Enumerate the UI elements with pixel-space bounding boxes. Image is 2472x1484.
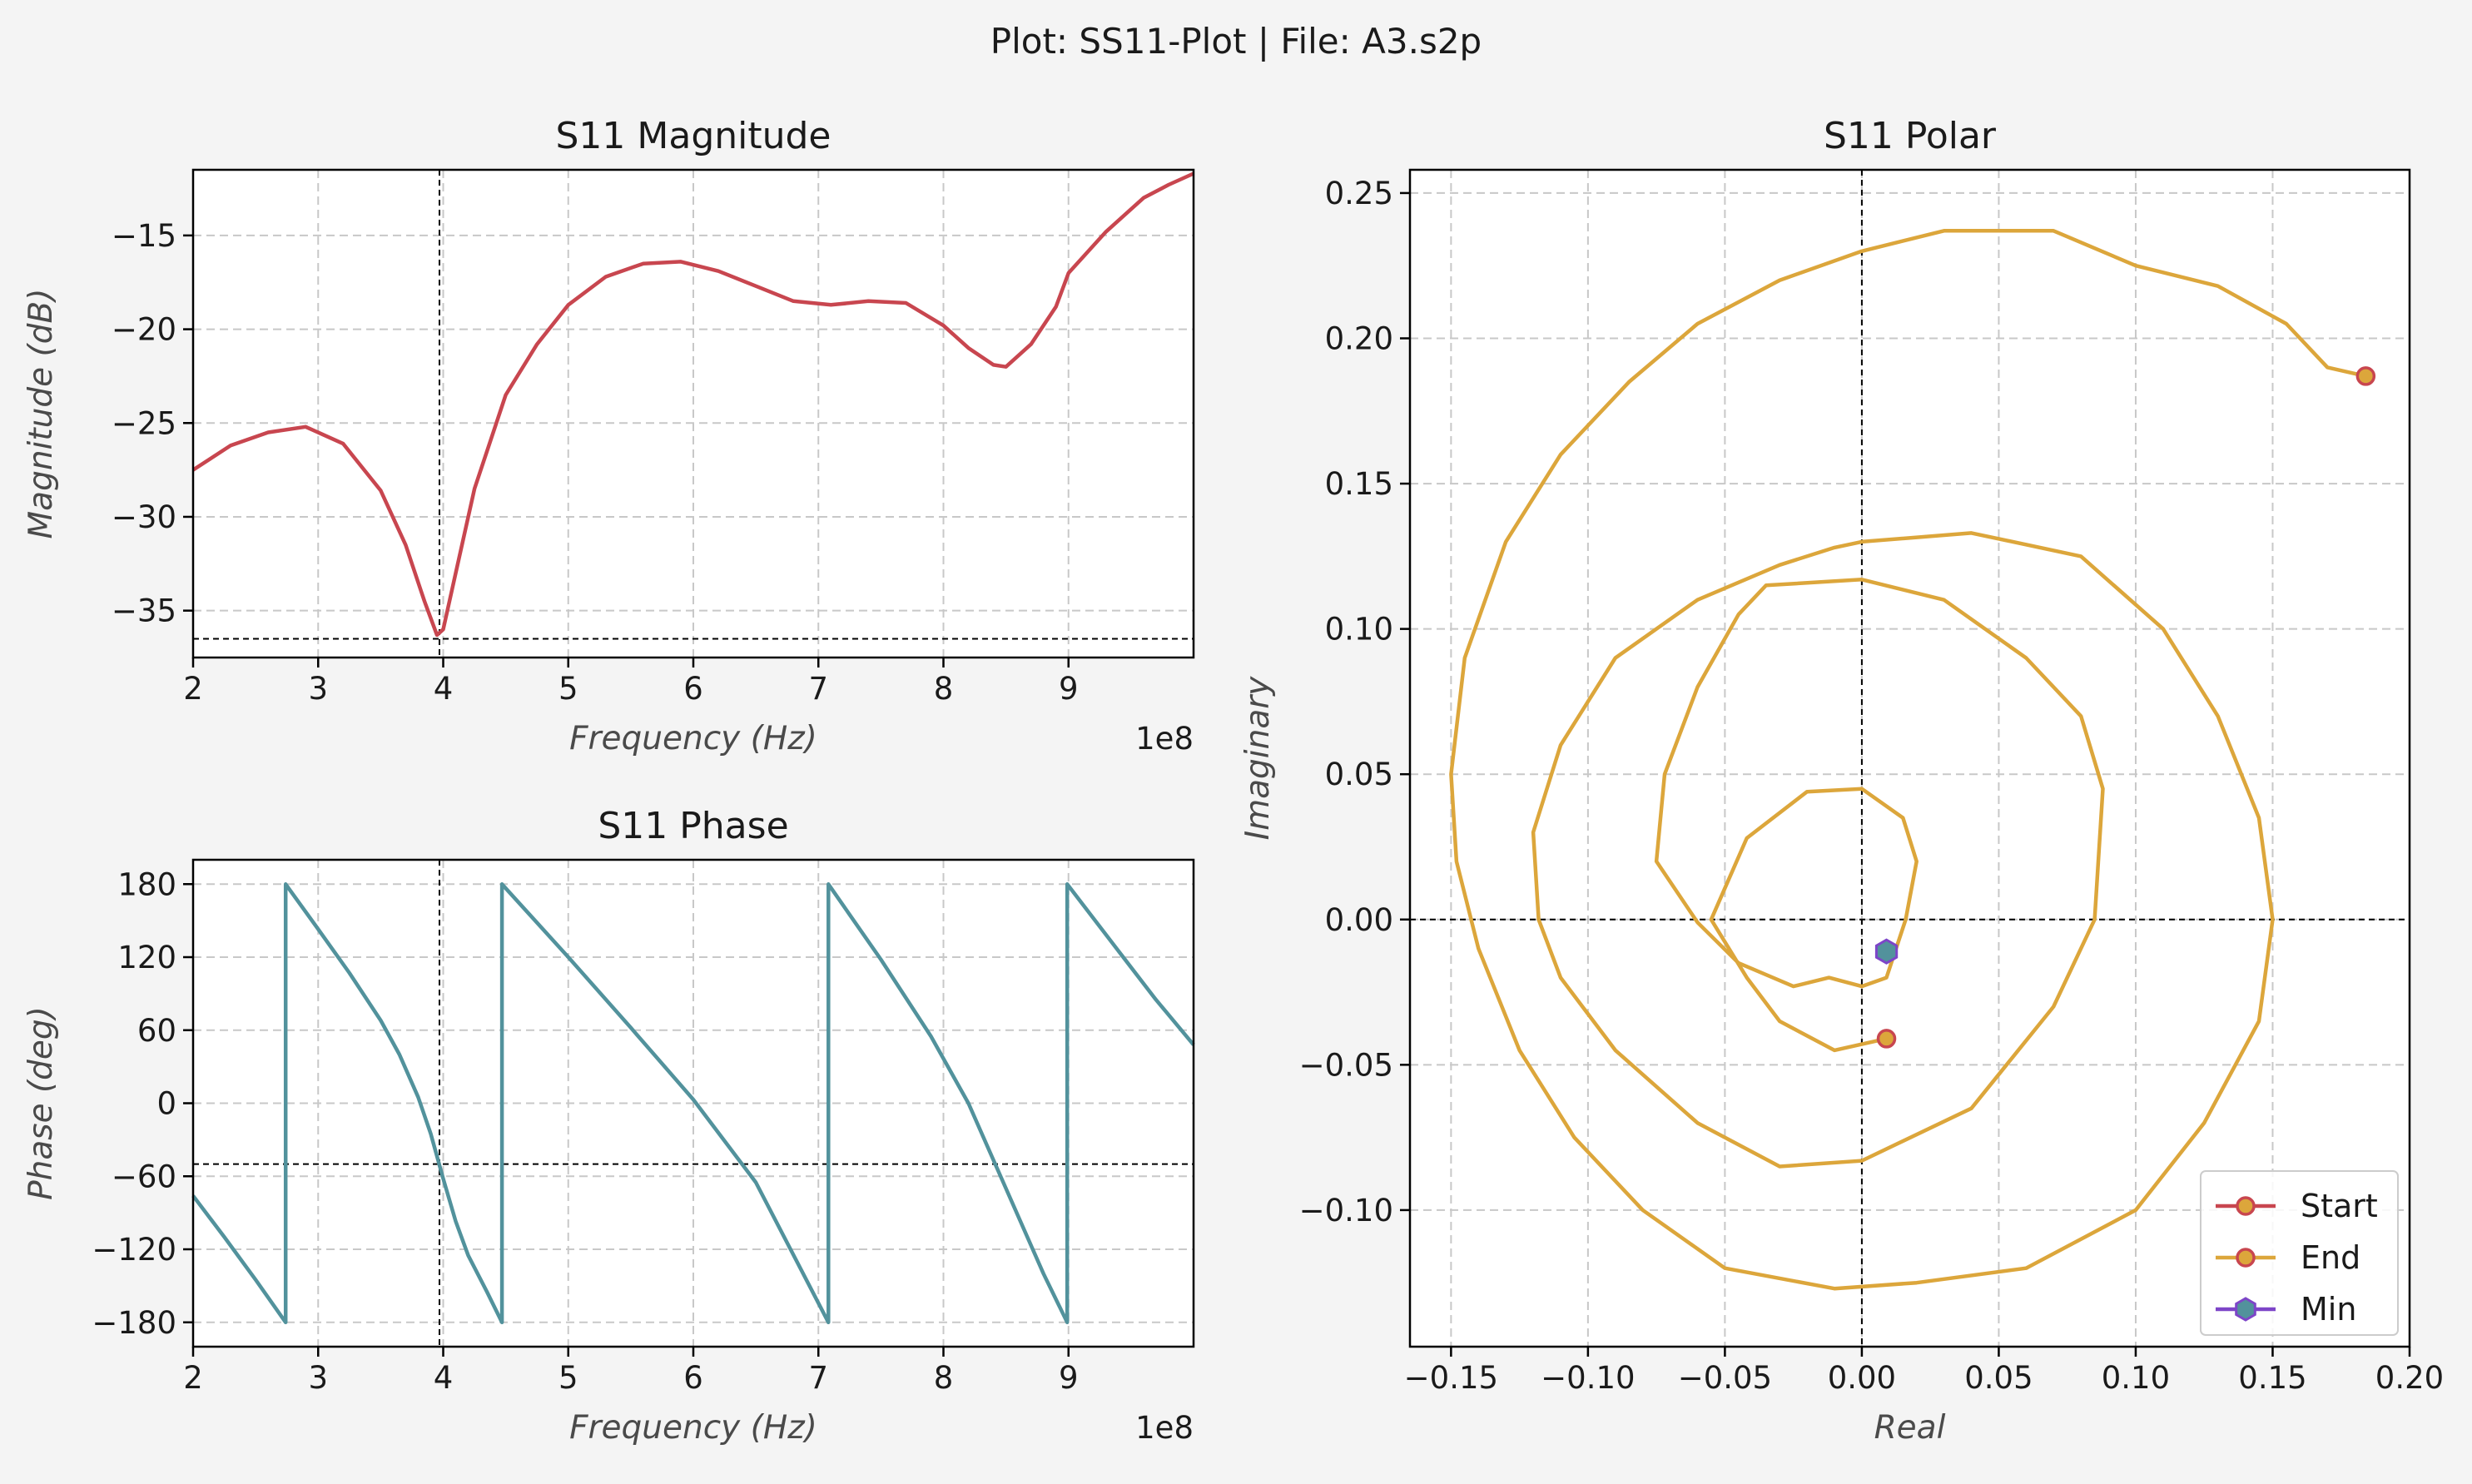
min-marker xyxy=(1874,938,1899,965)
mag-panel: 2 3 4 5 6 7 8 9 −35 −30 −25 −20 −15 S11 Magnitude Freq… xyxy=(22,115,1195,757)
polar-plot-area xyxy=(1410,170,2410,1347)
polar-xtick-label: 0.00 xyxy=(1828,1360,1896,1396)
polar-xtick-label: 0.10 xyxy=(2102,1360,2170,1396)
phase-xtick-label: 8 xyxy=(934,1360,954,1396)
polar-xtick-label: 0.05 xyxy=(1964,1360,2033,1396)
polar-axes-frame xyxy=(1408,168,2411,1348)
polar-xtick-label: 0.20 xyxy=(2375,1360,2444,1396)
phase-panel: 2 3 4 5 6 7 8 9 −180 −120 −60 0 60 120 180 S11 Phase Fre… xyxy=(22,805,1195,1447)
phase-ytick-label: 120 xyxy=(117,940,176,975)
mag-x-offset-label: 1e8 xyxy=(1135,721,1194,757)
phase-ytick-label: 0 xyxy=(156,1086,176,1122)
legend-label-end: End xyxy=(2301,1239,2360,1276)
mag-series-line xyxy=(191,171,1194,638)
mag-xtick-label: 9 xyxy=(1059,671,1079,707)
phase-ylabel: Phase (deg) xyxy=(22,1006,60,1200)
start-marker xyxy=(1876,1029,1897,1049)
polar-ytick-label: −0.10 xyxy=(1299,1193,1393,1228)
phase-xlabel: Frequency (Hz) xyxy=(569,1409,817,1447)
figure-title: Plot: SS11-Plot | File: A3.s2p xyxy=(990,21,1482,62)
mag-xtick-label: 6 xyxy=(683,671,703,707)
mag-ytick-label: −30 xyxy=(112,499,176,535)
legend-label-min: Min xyxy=(2301,1291,2356,1328)
polar-ytick-label: 0.15 xyxy=(1325,466,1393,502)
mag-xlabel: Frequency (Hz) xyxy=(569,720,817,757)
mag-ytick-label: −35 xyxy=(112,593,176,629)
phase-ytick-label: 60 xyxy=(137,1013,176,1049)
phase-xtick-label: 2 xyxy=(183,1360,203,1396)
phase-ytick-label: −120 xyxy=(92,1232,176,1268)
polar-ytick-label: −0.05 xyxy=(1299,1047,1393,1083)
phase-xtick-label: 9 xyxy=(1059,1360,1079,1396)
polar-xlabel: Real xyxy=(1874,1409,1946,1447)
end-marker xyxy=(2355,366,2376,386)
phase-xtick-label: 4 xyxy=(434,1360,454,1396)
legend-marker-end xyxy=(2236,1248,2256,1268)
mag-xtick-label: 3 xyxy=(308,671,328,707)
polar-xtick-label: −0.15 xyxy=(1404,1360,1498,1396)
polar-ytick-label: 0.05 xyxy=(1325,757,1393,792)
polar-ytick-label: 0.20 xyxy=(1325,320,1393,356)
legend-marker-start xyxy=(2236,1196,2256,1216)
phase-x-offset-label: 1e8 xyxy=(1135,1410,1194,1446)
phase-xtick-label: 5 xyxy=(558,1360,578,1396)
polar-ytick-label: 0.10 xyxy=(1325,612,1393,648)
mag-ytick-label: −15 xyxy=(112,218,176,254)
polar-xtick-label: 0.15 xyxy=(2238,1360,2306,1396)
mag-ytick-label: −25 xyxy=(112,405,176,441)
phase-ytick-label: −60 xyxy=(112,1159,176,1194)
mag-xtick-label: 5 xyxy=(558,671,578,707)
polar-ytick-label: 0.00 xyxy=(1325,902,1393,938)
phase-ytick-label: 180 xyxy=(117,866,176,902)
panels: 2 3 4 5 6 7 8 9 −35 −30 −25 −20 −15 S11 Magnitude Freq… xyxy=(22,115,2444,1447)
phase-series-line xyxy=(191,882,1195,1325)
legend-marker-min xyxy=(2235,1297,2256,1322)
mag-xtick-label: 4 xyxy=(434,671,454,707)
mag-xtick-label: 8 xyxy=(934,671,954,707)
mag-xtick-label: 7 xyxy=(808,671,828,707)
polar-xtick-label: −0.10 xyxy=(1541,1360,1635,1396)
phase-title: S11 Phase xyxy=(598,805,788,847)
phase-ytick-label: −180 xyxy=(92,1305,176,1341)
polar-series-line xyxy=(1449,229,2366,1291)
legend: Start End Min xyxy=(2200,1170,2399,1336)
polar-xtick-label: −0.05 xyxy=(1678,1360,1772,1396)
phase-xtick-label: 6 xyxy=(683,1360,703,1396)
phase-xtick-label: 3 xyxy=(308,1360,328,1396)
polar-ytick-label: 0.25 xyxy=(1325,176,1393,211)
legend-label-start: Start xyxy=(2301,1188,2378,1224)
mag-xtick-label: 2 xyxy=(183,671,203,707)
phase-xtick-label: 7 xyxy=(808,1360,828,1396)
mag-ylabel: Magnitude (dB) xyxy=(22,289,60,539)
polar-title: S11 Polar xyxy=(1824,115,1997,157)
polar-ylabel: Imaginary xyxy=(1239,676,1277,841)
polar-panel: −0.15 −0.10 −0.05 0.00 0.05 0.10 0.15 0.20 −0.10… xyxy=(1239,115,2444,1447)
mag-title: S11 Magnitude xyxy=(555,115,831,157)
mag-ytick-label: −20 xyxy=(112,312,176,348)
